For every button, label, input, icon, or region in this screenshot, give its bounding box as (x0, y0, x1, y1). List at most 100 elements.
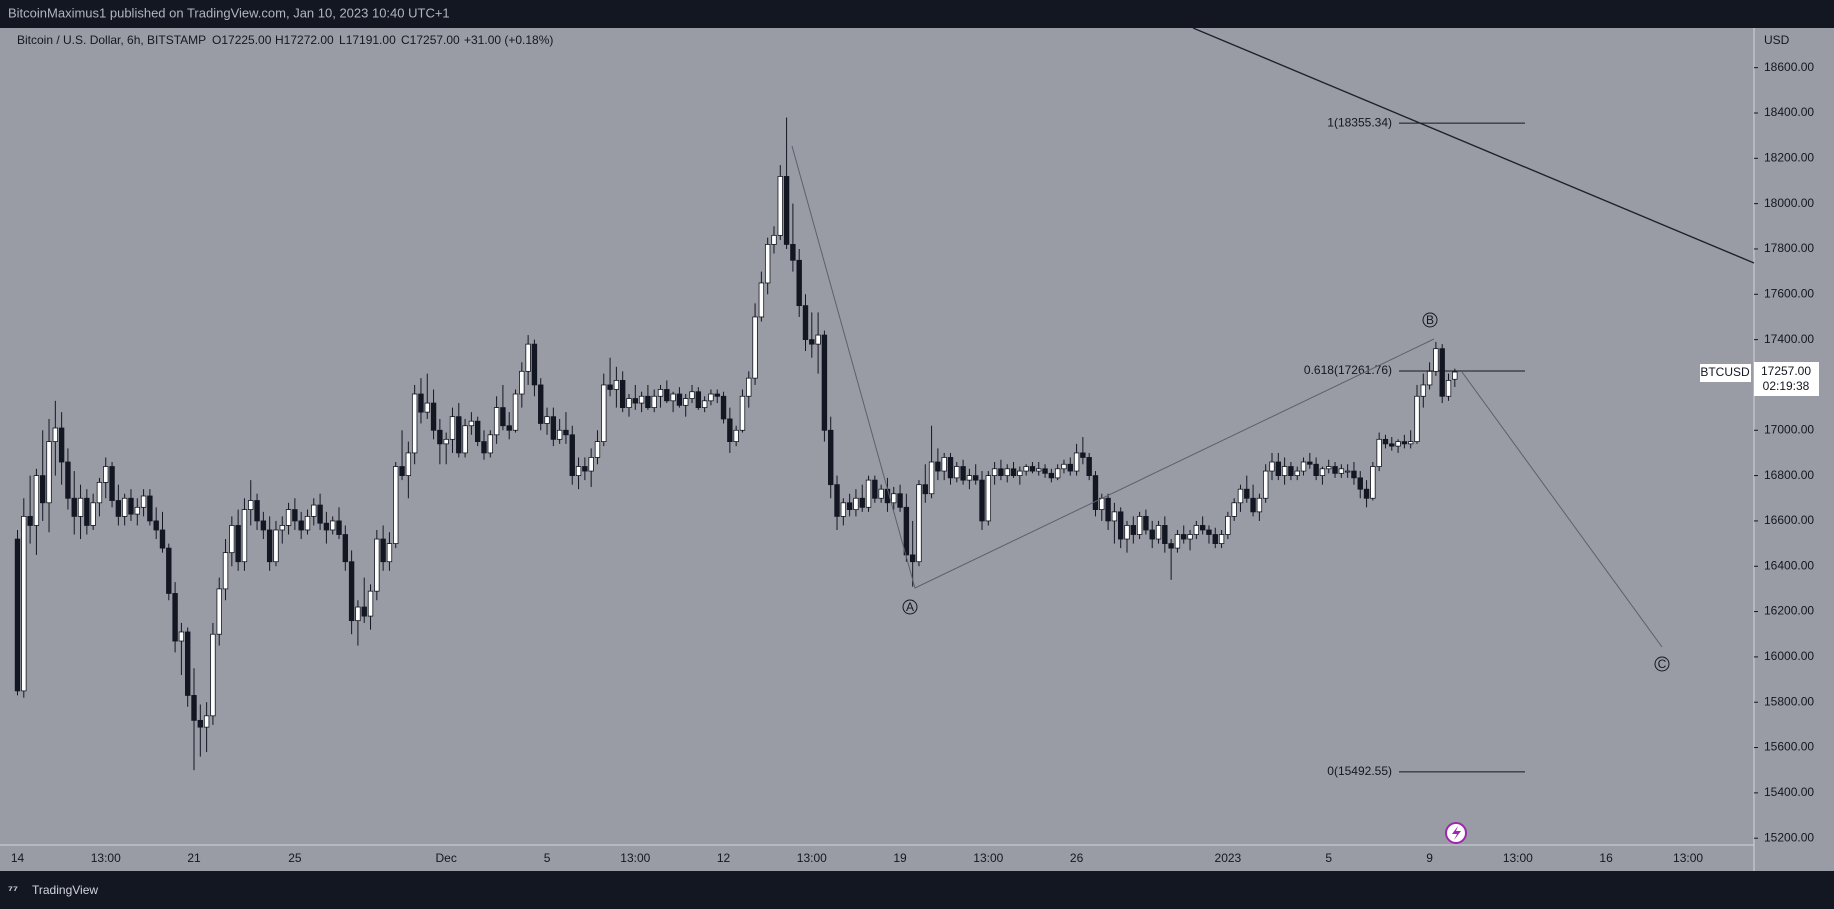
candle-body (1118, 511, 1124, 540)
x-tick-label: 26 (1070, 851, 1084, 865)
candle-body (292, 509, 298, 522)
candle-body (14, 538, 21, 692)
candle-body (954, 466, 960, 479)
footer-logo: TradingView (32, 883, 98, 897)
candle-body (96, 481, 103, 504)
candle-body (1439, 348, 1445, 397)
candle-body (645, 395, 651, 409)
legend-close: C17257.00 (401, 33, 460, 47)
candle-body (443, 438, 449, 445)
candle-body (1244, 488, 1250, 499)
candle-body (991, 468, 998, 476)
y-tick-label: 16000.00 (1764, 649, 1814, 663)
price-tag-label: 17257.00 (1761, 364, 1811, 378)
candle-body (336, 520, 342, 535)
symbol-tag (1700, 364, 1751, 382)
candle-body (626, 398, 632, 409)
candle-body (1105, 497, 1111, 522)
candle-body (437, 429, 443, 445)
candle-body (821, 334, 828, 431)
candle-body (1130, 525, 1137, 535)
trend-line (1192, 27, 1755, 264)
y-tick-label: 18600.00 (1764, 60, 1814, 74)
candle-body (298, 520, 304, 531)
candle-body (998, 468, 1004, 476)
candle-body (1338, 468, 1345, 474)
fib-level-label: 0.618(17261.76) (1304, 363, 1392, 377)
candle-body (1010, 468, 1017, 476)
candle-body (764, 244, 771, 284)
candle-body (1452, 371, 1458, 380)
candle-body (65, 461, 71, 499)
candle-body (1073, 452, 1080, 472)
x-tick-label: 13:00 (620, 851, 650, 865)
candle-body (449, 416, 456, 440)
candle-body (355, 606, 361, 622)
wave-circle (1654, 656, 1670, 672)
candle-body (1326, 466, 1332, 470)
candle-body (311, 504, 317, 517)
fib-level-label: 1(18355.34) (1327, 115, 1392, 129)
legend-key: L (339, 33, 346, 47)
candle-body (512, 393, 519, 431)
candle-body (474, 420, 481, 442)
candle-body (273, 529, 279, 563)
candle-body (613, 380, 620, 390)
candle-body (222, 552, 229, 590)
legend-key: H (275, 33, 284, 47)
bottom-bar (0, 871, 1834, 909)
candle-body (1023, 466, 1029, 472)
candle-body (519, 370, 525, 395)
candle-body (966, 475, 973, 481)
y-tick-label: 16400.00 (1764, 558, 1814, 572)
candle-body (393, 466, 399, 544)
legend-open: O17225.00 (212, 33, 272, 47)
candle-body (317, 504, 323, 524)
candle-body (374, 538, 380, 592)
candle-body (594, 441, 601, 458)
y-axis-label: USD (1764, 33, 1790, 47)
candle-body (134, 506, 140, 515)
chart-title: Bitcoin / U.S. Dollar, 6h, BITSTAMP (17, 33, 206, 47)
candle-body (481, 441, 487, 454)
candle-body (739, 395, 746, 431)
candle-body (1225, 515, 1231, 535)
candle-body (456, 416, 462, 454)
candle-body (90, 502, 96, 526)
candle-body (846, 502, 853, 510)
x-tick-label: 13:00 (973, 851, 1003, 865)
candle-body (1193, 525, 1200, 535)
candle-body (1206, 529, 1212, 535)
candle-body (229, 525, 235, 554)
candle-body (909, 554, 916, 563)
candle-body (1155, 525, 1162, 540)
candle-body (493, 407, 500, 436)
candle-body (235, 525, 241, 563)
candle-body (1099, 497, 1105, 510)
candle-body (935, 461, 941, 472)
candle-body (1111, 511, 1118, 522)
candle-body (1004, 468, 1010, 476)
candle-body (405, 452, 412, 476)
candle-body (638, 395, 645, 404)
candle-body (46, 441, 52, 504)
candle-body (1332, 466, 1338, 474)
candle-body (1313, 463, 1319, 476)
candle-body (1162, 525, 1168, 544)
wave-circle (902, 599, 918, 615)
y-tick-label: 15600.00 (1764, 740, 1814, 754)
x-tick-label: Dec (436, 851, 457, 865)
candle-body (1319, 468, 1326, 476)
candle-body (172, 593, 178, 642)
candle-body (159, 529, 166, 549)
candle-body (1269, 461, 1275, 472)
candle-body (727, 418, 733, 442)
y-tick-label: 16800.00 (1764, 468, 1814, 482)
candle-body (897, 493, 903, 508)
candle-body (147, 495, 153, 522)
candle-body (834, 484, 840, 517)
wave-path (791, 145, 1435, 589)
candle-body (304, 515, 311, 531)
candle-body (1149, 529, 1155, 540)
candle-body (1382, 438, 1389, 445)
